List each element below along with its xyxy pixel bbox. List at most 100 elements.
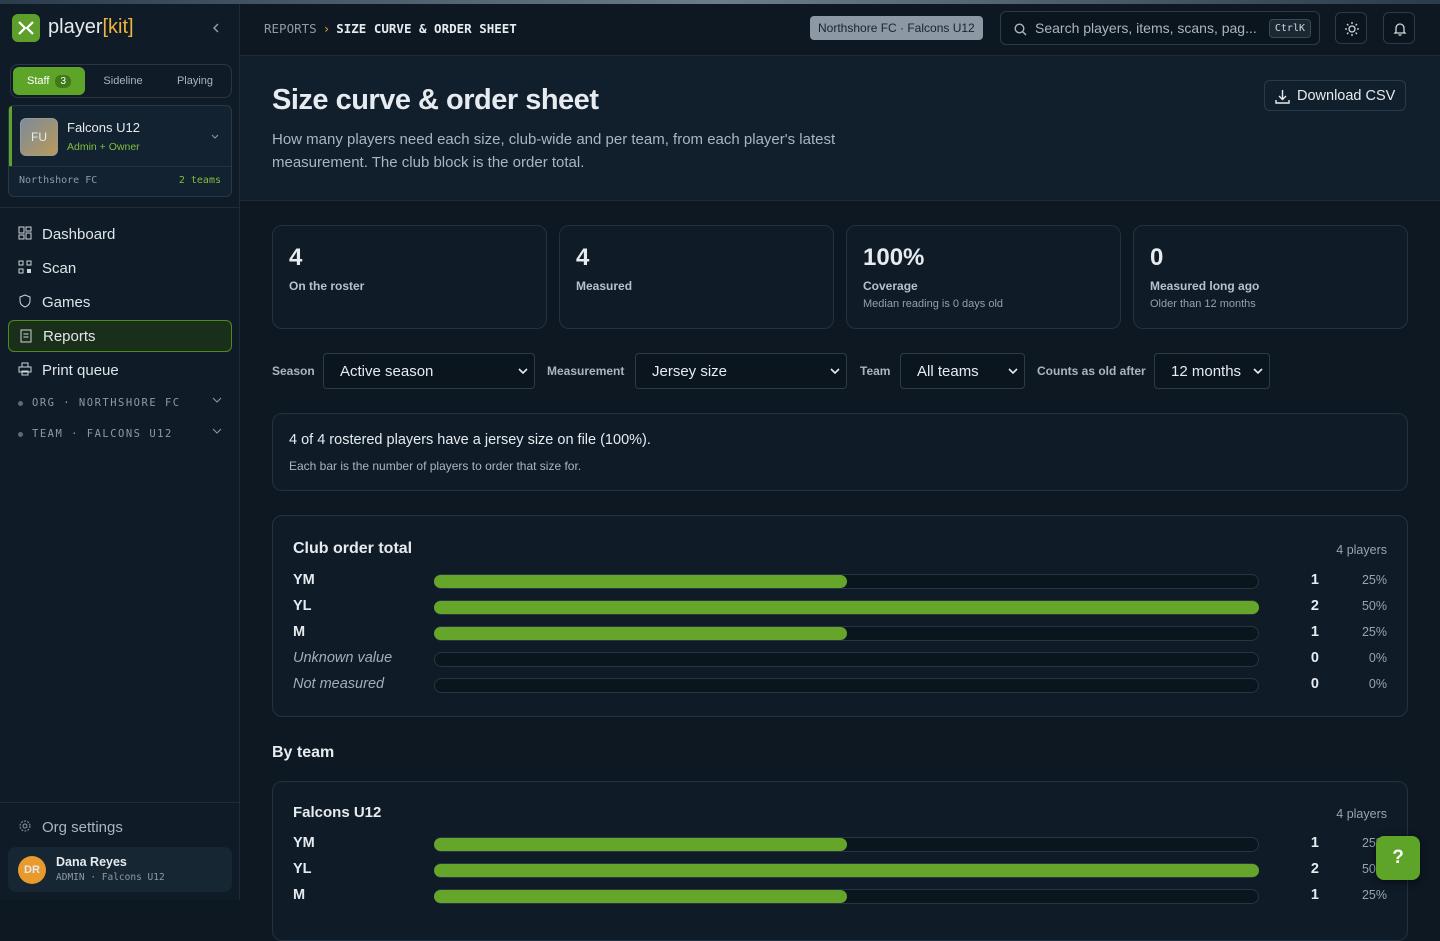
count: 1 bbox=[1310, 835, 1319, 851]
chevron bbox=[830, 368, 840, 375]
notifications[interactable] bbox=[1383, 12, 1415, 44]
collapse-button[interactable] bbox=[210, 22, 222, 34]
user-name: Dana Reyes bbox=[56, 855, 127, 869]
user-meta: ADMIN · Falcons U12 bbox=[56, 872, 165, 883]
team-card: Falcons U12 4 players YM 1 25% YL 2 50% M 1 25% bbox=[272, 781, 1408, 941]
stat-note: Median reading is 0 days old bbox=[863, 298, 1004, 310]
help-button[interactable]: ? bbox=[1376, 836, 1420, 880]
bar bbox=[434, 838, 847, 851]
nav-label: Reports bbox=[43, 327, 96, 345]
chevron bbox=[1253, 368, 1263, 375]
mode-tab[interactable]: Sideline bbox=[87, 65, 159, 97]
org-name: Northshore FC bbox=[19, 175, 98, 186]
summary: 4 of 4 rostered players have a jersey si… bbox=[272, 413, 1408, 491]
stat-card: 0 Measured long ago Older than 12 months bbox=[1133, 225, 1408, 329]
percent: 25% bbox=[1361, 888, 1387, 902]
select[interactable]: All teams bbox=[900, 353, 1025, 389]
size-label: Unknown value bbox=[293, 650, 393, 666]
bar-track bbox=[434, 652, 1259, 667]
download-button[interactable]: Download CSV bbox=[1264, 80, 1407, 111]
size-label: YM bbox=[293, 835, 315, 851]
main: REPORTS › SIZE CURVE & ORDER SHEET Northsh… bbox=[240, 0, 1440, 941]
bar bbox=[434, 627, 847, 640]
user-card[interactable]: DR Dana Reyes ADMIN · Falcons U12 bbox=[8, 847, 232, 892]
search-placeholder: Search players, items, scans, pag... bbox=[1035, 20, 1257, 36]
size-row: M 1 25% bbox=[293, 884, 1387, 910]
nav-item[interactable]: Games bbox=[8, 286, 232, 318]
mode-label: Staff bbox=[27, 75, 50, 87]
mode-tab[interactable]: Playing bbox=[159, 65, 231, 97]
button-label: Download CSV bbox=[1297, 87, 1396, 104]
icon bbox=[19, 294, 31, 308]
topbar: REPORTS › SIZE CURVE & ORDER SHEET Northsh… bbox=[240, 4, 1440, 56]
mode-tab[interactable]: Staff 3 bbox=[13, 67, 85, 95]
stat-card: 4 On the roster bbox=[272, 225, 547, 329]
filter-label: Counts as old after bbox=[1037, 364, 1146, 378]
percent: 25% bbox=[1361, 625, 1387, 639]
page-title: Size curve & order sheet bbox=[272, 84, 599, 116]
logo[interactable] bbox=[12, 14, 40, 42]
theme-toggle[interactable] bbox=[1335, 12, 1367, 44]
icon bbox=[18, 226, 32, 240]
select-value: Jersey size bbox=[652, 362, 728, 380]
nav-item[interactable]: Print queue bbox=[8, 354, 232, 386]
nav-label: Games bbox=[42, 293, 91, 311]
size-row: YM 1 25% bbox=[293, 832, 1387, 858]
team-name: Falcons U12 bbox=[67, 120, 140, 135]
breadcrumb-current: SIZE CURVE & ORDER SHEET bbox=[336, 21, 517, 36]
context-chip[interactable]: Northshore FC · Falcons U12 bbox=[810, 16, 983, 40]
icon bbox=[18, 362, 32, 376]
count: 0 bbox=[1310, 650, 1319, 666]
page: Size curve & order sheet {"brand":{"name… bbox=[0, 0, 1440, 900]
select[interactable]: Jersey size bbox=[635, 353, 847, 389]
icon bbox=[18, 260, 32, 274]
nav-label: Org settings bbox=[42, 818, 123, 836]
brand[interactable]: player[kit] bbox=[48, 16, 134, 39]
size-row: M 1 25% bbox=[293, 621, 1387, 647]
size-label: M bbox=[293, 624, 306, 640]
stat-label: Coverage bbox=[863, 279, 918, 293]
summary-note: Each bar is the number of players to ord… bbox=[289, 459, 582, 473]
search-box[interactable]: Search players, items, scans, pag... Ctr… bbox=[1000, 11, 1320, 45]
mode-switch: Staff 3 Sideline Playing bbox=[10, 64, 232, 98]
nav-item[interactable]: Reports bbox=[8, 320, 232, 352]
nav-label: Dashboard bbox=[42, 225, 116, 243]
filter-label: Measurement bbox=[547, 364, 625, 378]
breadcrumb-link[interactable]: REPORTS bbox=[264, 21, 317, 36]
bar bbox=[434, 890, 847, 903]
chevron bbox=[1008, 368, 1018, 375]
size-label: YL bbox=[293, 598, 312, 614]
bar bbox=[434, 864, 1259, 877]
team-switcher[interactable]: FU Falcons U12 Admin + Owner Northshore … bbox=[8, 105, 232, 197]
chevron bbox=[518, 368, 528, 375]
percent: 25% bbox=[1361, 573, 1387, 587]
nav-group[interactable]: ORG · NORTHSHORE FC bbox=[18, 397, 222, 409]
chevron bbox=[211, 134, 219, 139]
nav-item[interactable]: Scan bbox=[8, 252, 232, 284]
count: 1 bbox=[1310, 887, 1319, 903]
size-row: Unknown value 0 0% bbox=[293, 647, 1387, 673]
count: 1 bbox=[1310, 624, 1319, 640]
body: player[kit] Staff 3 Sideline Playing FU F… bbox=[0, 0, 1440, 900]
nav-label: Print queue bbox=[42, 361, 119, 379]
icon bbox=[20, 329, 32, 343]
percent: 0% bbox=[1368, 651, 1387, 665]
stat-label: Measured bbox=[576, 279, 633, 293]
nav-group[interactable]: TEAM · FALCONS U12 bbox=[18, 428, 222, 440]
select[interactable]: 12 months bbox=[1154, 353, 1270, 389]
count: 2 bbox=[1310, 861, 1319, 877]
settings-link[interactable]: Org settings bbox=[8, 811, 232, 843]
nav-item[interactable]: Dashboard bbox=[8, 218, 232, 250]
size-label: M bbox=[293, 887, 306, 903]
stat-value: 4 bbox=[289, 244, 303, 271]
group-label: ORG · NORTHSHORE FC bbox=[32, 397, 181, 409]
select[interactable]: Active season bbox=[323, 353, 535, 389]
player-count: 4 players bbox=[1336, 807, 1387, 821]
stat-value: 0 bbox=[1150, 244, 1164, 271]
select-value: All teams bbox=[917, 362, 979, 380]
select-value: Active season bbox=[340, 362, 434, 380]
sidebar: player[kit] Staff 3 Sideline Playing FU F… bbox=[0, 0, 240, 900]
active-marker bbox=[9, 106, 12, 166]
count: 0 bbox=[1310, 676, 1319, 692]
brand-name: player bbox=[48, 16, 103, 38]
